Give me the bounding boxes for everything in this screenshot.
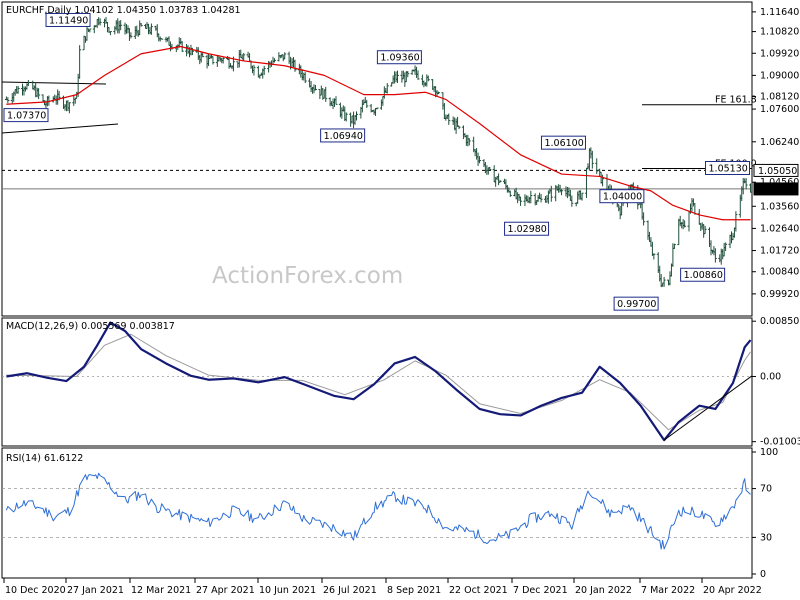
- price-marker-box: [753, 163, 799, 177]
- rsi-layer: [2, 472, 752, 550]
- annotation-box: [320, 128, 366, 143]
- moving-average-line: [6, 45, 751, 221]
- macd-axis-label: 0.00: [760, 371, 781, 382]
- price-title: EURCHF,Daily 1.04102 1.04350 1.03783 1.0…: [6, 5, 241, 16]
- rsi-axis-label: 100: [760, 447, 778, 458]
- macd-axis-label: 0.008507: [760, 316, 800, 327]
- annotation-label: 1.04000: [603, 192, 642, 203]
- axis-layer: 1.11640 1.10820 1.09920 1.09000 1.081201.076…: [3, 7, 800, 596]
- x-axis-label: 8 Sep 2021: [387, 585, 441, 596]
- rsi-axis-label: 70: [760, 484, 772, 495]
- x-axis-label: 7 Dec 2021: [513, 585, 568, 596]
- annotation-label: 1.02980: [508, 224, 547, 235]
- price-axis-label: 1.08120: [760, 92, 799, 103]
- annotation-label: 0.99700: [617, 299, 656, 310]
- channel-line: [1, 81, 107, 85]
- annotation-label: 1.06940: [324, 131, 363, 142]
- macd-line: [6, 321, 752, 442]
- rsi-axis-label: 30: [760, 532, 772, 543]
- x-axis-label: 26 Jul 2021: [323, 585, 377, 596]
- annotation-label: 1.06100: [544, 138, 583, 149]
- annotation-box: [540, 135, 586, 150]
- annotation-box: [376, 50, 422, 65]
- watermark: ActionForex.com: [212, 263, 403, 289]
- macd-trendline: [663, 375, 753, 441]
- annotation-box: [680, 267, 726, 282]
- annotation-label: 1.05130: [709, 164, 748, 175]
- rsi-panel-frame: [1, 447, 753, 579]
- annotation-box: [705, 161, 751, 176]
- x-axis-label: 20 Jan 2022: [575, 585, 632, 596]
- fib-label: FE 161.8: [715, 95, 757, 106]
- annotation-box: [599, 189, 645, 204]
- x-axis-label: 20 Apr 2022: [703, 585, 762, 596]
- annotation-label: 1.11490: [49, 15, 88, 26]
- rsi-title: RSI(14) 61.6122: [6, 453, 83, 464]
- price-marker-box: [753, 182, 799, 196]
- price-axis-label: 1.02640: [760, 223, 799, 234]
- x-axis-label: 10 Dec 2020: [5, 585, 66, 596]
- annotation-box: [613, 296, 659, 311]
- annotation-box: [3, 108, 49, 123]
- x-axis-label: 22 Oct 2021: [449, 585, 508, 596]
- price-marker-label: 1.05050: [758, 166, 797, 177]
- x-axis-label: 27 Apr 2021: [196, 585, 255, 596]
- price-marker-label: 1.04281: [758, 184, 797, 195]
- price-axis-label: 1.09920: [760, 48, 799, 59]
- price-axis-label: 1.09000: [760, 70, 799, 81]
- annotation-label: 1.00860: [684, 270, 723, 281]
- macd-title: MACD(12,26,9) 0.005569 0.003817: [6, 321, 175, 332]
- price-axis-label: 1.00840: [760, 267, 799, 278]
- price-axis-label: 1.03560: [760, 201, 799, 212]
- price-axis-label: 1.11640: [760, 7, 799, 18]
- x-axis-label: 12 Mar 2021: [131, 585, 191, 596]
- price-axis-label: 1.01720: [760, 246, 799, 257]
- annotation-label: 1.07370: [7, 111, 46, 122]
- channel-line: [1, 123, 119, 134]
- price-axis-label: 1.07600: [760, 104, 799, 115]
- macd-layer: [2, 321, 753, 442]
- annotation-box: [45, 12, 91, 27]
- price-axis-label: 0.99920: [760, 289, 799, 300]
- annotation-box: [504, 221, 550, 236]
- annotation-label: 1.09360: [380, 53, 419, 64]
- rsi-line: [5, 472, 751, 550]
- price-axis-label: 1.06240: [760, 137, 799, 148]
- rsi-axis-label: 0: [760, 569, 766, 580]
- x-axis-label: 7 Mar 2022: [641, 585, 695, 596]
- x-axis-label: 27 Jan 2021: [67, 585, 124, 596]
- price-layer: FE 161.8FE 100.01.114901.073701.093601.0…: [1, 12, 757, 311]
- x-axis-label: 10 Jun 2021: [259, 585, 316, 596]
- price-axis-label: 1.10820: [760, 27, 799, 38]
- macd-axis-label: -0.010034: [760, 437, 800, 448]
